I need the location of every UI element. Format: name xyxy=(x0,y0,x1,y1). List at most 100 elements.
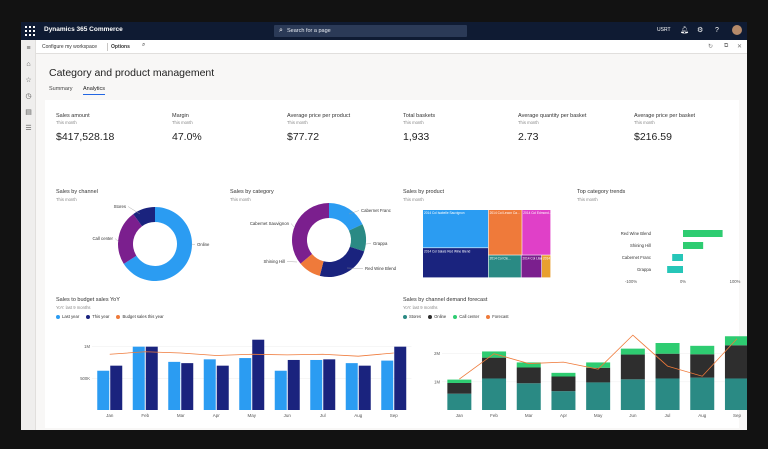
kpi-margin[interactable]: Margin This month 47.0% xyxy=(172,113,282,143)
bar xyxy=(690,345,715,355)
kpi-average-price-per-basket[interactable]: Average price per basket This month $216… xyxy=(634,113,744,143)
legend-item[interactable]: Online xyxy=(428,314,446,319)
slice-label: Cabernet Sauvignon xyxy=(250,221,290,226)
x-tick-label: Apr xyxy=(213,413,221,418)
x-tick-label: Jul xyxy=(320,413,326,418)
bar xyxy=(97,370,110,410)
star-icon[interactable]: ☆ xyxy=(25,77,32,84)
category-label: Shining Hill xyxy=(630,243,651,248)
chart-subtitle: This month xyxy=(230,197,251,202)
action-bar: Configure my workspace Options ⌕ ↻ ⧉ ✕ xyxy=(36,40,747,54)
company-selector[interactable]: USRT xyxy=(657,27,671,33)
bar xyxy=(381,360,394,410)
bar xyxy=(145,346,158,410)
kpi-period: This month xyxy=(287,120,308,125)
search-icon: ⌕ xyxy=(279,27,283,34)
bar xyxy=(586,382,611,410)
close-icon[interactable]: ✕ xyxy=(737,44,743,50)
bar xyxy=(482,351,507,358)
pie-slice xyxy=(319,246,365,277)
leader-line xyxy=(365,243,372,245)
legend-item[interactable]: Last year xyxy=(56,314,79,319)
slice-label: Call center xyxy=(92,236,113,241)
leader-line xyxy=(127,206,141,215)
x-tick-label: Jun xyxy=(284,413,292,418)
kpi-label: Sales amount xyxy=(56,113,90,119)
pie-slice xyxy=(118,214,143,264)
kpi-label: Margin xyxy=(172,113,189,119)
list-icon[interactable]: ☰ xyxy=(25,125,32,132)
left-navigation: ≡ ⌂ ☆ ◷ ▤ ☰ xyxy=(21,40,36,430)
kpi-value: 2.73 xyxy=(518,131,539,143)
analytics-panel: Sales amount This month $417,528.18 Marg… xyxy=(45,100,747,428)
tab-summary[interactable]: Summary xyxy=(49,86,73,92)
kpi-value: $417,528.18 xyxy=(56,131,115,143)
top-category-trends-chart: Red Wine Blend Shining Hill Cabernet Franc… xyxy=(621,230,741,284)
chart-title: Sales by channel demand forecast xyxy=(403,297,488,303)
legend-item[interactable]: Budget sales this year xyxy=(116,314,164,319)
workspace-icon[interactable]: ▤ xyxy=(25,109,32,116)
kpi-total-baskets[interactable]: Total baskets This month 1,933 xyxy=(403,113,513,143)
search-icon[interactable]: ⌕ xyxy=(142,42,146,48)
bar xyxy=(620,379,645,410)
kpi-average-quantity-per-basket[interactable]: Average quantity per basket This month 2… xyxy=(518,113,628,143)
leader-line xyxy=(348,210,360,215)
chart-legend: Last year This year Budget sales this ye… xyxy=(56,314,164,319)
treemap-tile xyxy=(488,255,521,278)
treemap-tile xyxy=(541,255,551,278)
bar xyxy=(690,377,715,410)
configure-workspace-button[interactable]: Configure my workspace xyxy=(42,44,98,50)
line-series xyxy=(459,334,738,380)
popout-icon[interactable]: ⧉ xyxy=(724,43,729,49)
legend-item[interactable]: This year xyxy=(86,314,109,319)
clock-icon[interactable]: ◷ xyxy=(25,93,32,100)
legend-item[interactable]: Forecast xyxy=(486,314,509,319)
kpi-average-price-per-product[interactable]: Average price per product This month $77… xyxy=(287,113,397,143)
bar xyxy=(551,391,576,410)
avatar[interactable] xyxy=(732,25,742,35)
options-button[interactable]: Options xyxy=(111,44,130,50)
search-box[interactable]: ⌕ xyxy=(274,25,467,37)
sales-by-category-chart: Cabernet Franc Grappa Red Wine Blend Shinin… xyxy=(250,203,397,277)
bar xyxy=(620,348,645,355)
tile-label: 2014 Col Edmond... xyxy=(523,211,551,215)
top-bar: Dynamics 365 Commerce ⌕ USRT 🔔︎ ⚙ ? xyxy=(21,22,747,40)
legend-item[interactable]: Stores xyxy=(403,314,421,319)
gear-icon[interactable]: ⚙ xyxy=(697,27,704,34)
hamburger-icon[interactable]: ≡ xyxy=(26,45,31,52)
leader-line xyxy=(190,243,196,245)
x-tick-label: Mar xyxy=(525,413,533,418)
bar xyxy=(447,379,472,383)
bar xyxy=(132,346,145,410)
home-icon[interactable]: ⌂ xyxy=(26,61,31,68)
x-tick-label: May xyxy=(594,413,603,418)
app-name[interactable]: Dynamics 365 Commerce xyxy=(44,26,123,33)
treemap-tile xyxy=(488,210,522,255)
x-tick-label: Jun xyxy=(629,413,637,418)
bar xyxy=(482,357,507,379)
refresh-icon[interactable]: ↻ xyxy=(708,44,714,50)
bar xyxy=(724,345,747,379)
bar xyxy=(216,365,229,410)
slice-label: Online xyxy=(197,242,210,247)
treemap-tile xyxy=(522,210,551,255)
tab-analytics[interactable]: Analytics xyxy=(83,86,106,95)
chart-title: Sales to budget sales YoY xyxy=(56,297,120,303)
chart-subtitle: This month xyxy=(56,197,77,202)
bell-icon[interactable]: 🔔︎ xyxy=(680,27,689,34)
pie-slice xyxy=(133,207,155,227)
legend-item[interactable]: Call center xyxy=(453,314,479,319)
slice-label: Stores xyxy=(114,204,126,209)
line-series xyxy=(109,351,394,357)
x-tick-label: Jul xyxy=(665,413,671,418)
kpi-sales-amount[interactable]: Sales amount This month $417,528.18 xyxy=(56,113,166,143)
bar xyxy=(323,359,336,410)
sales-by-product-chart: 2014 Col Isabelle Sauvignon 2014 Col Sala… xyxy=(423,210,559,278)
help-icon[interactable]: ? xyxy=(715,27,719,34)
bar xyxy=(516,367,541,384)
bar xyxy=(345,363,358,410)
waffle-icon[interactable] xyxy=(25,26,35,36)
chart-legend: Stores Online Call center Forecast xyxy=(403,314,509,319)
search-input[interactable] xyxy=(287,26,457,36)
x-tick-label: May xyxy=(247,413,256,418)
